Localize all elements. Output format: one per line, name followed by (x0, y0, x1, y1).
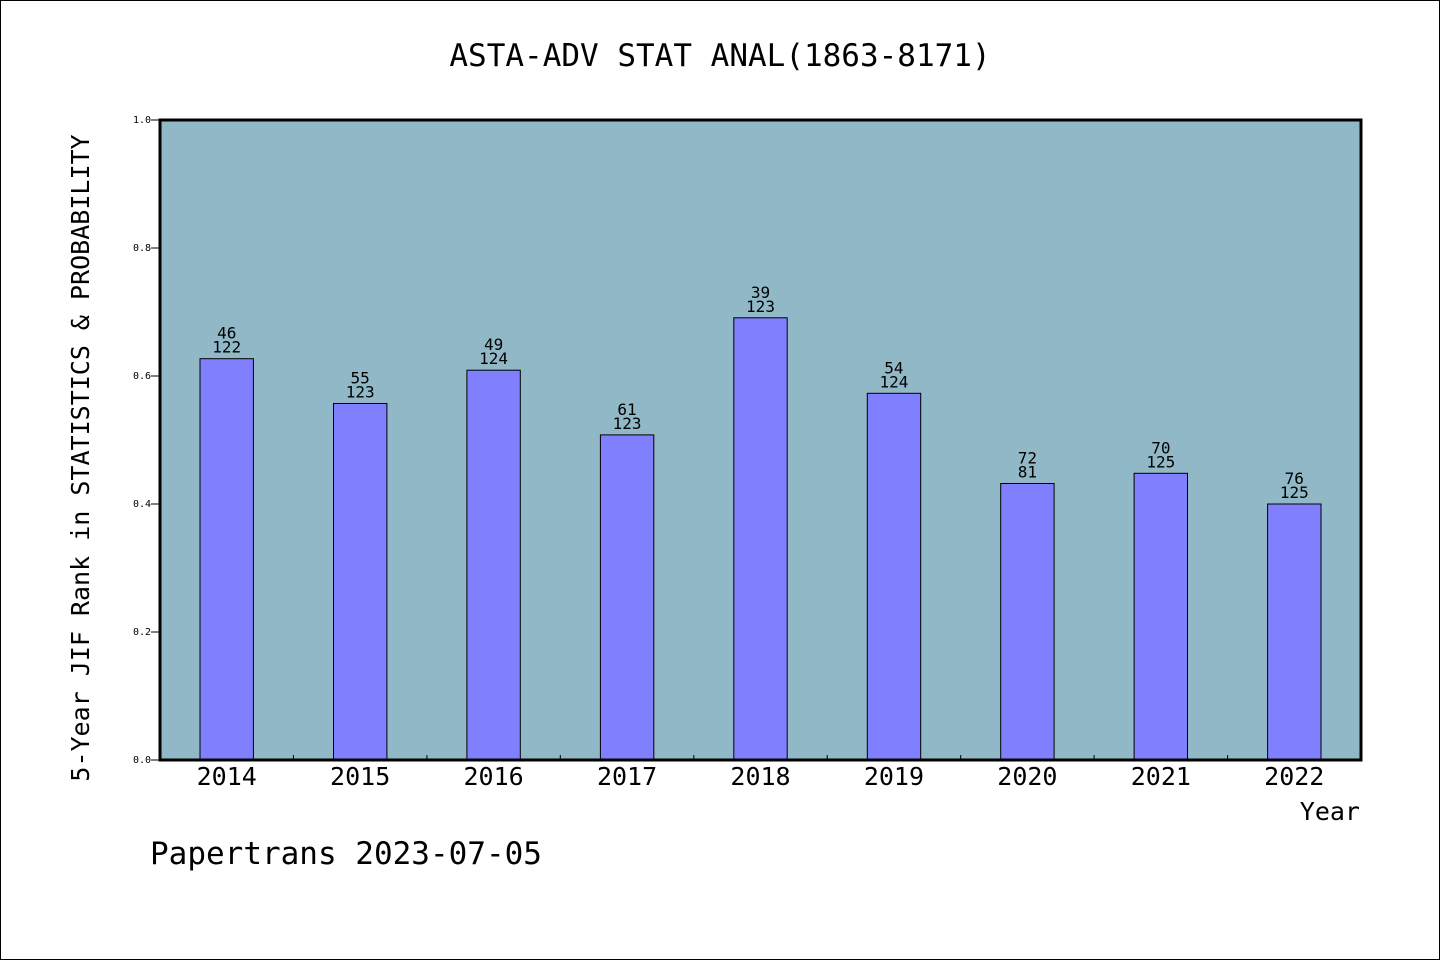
x-axis-ticks: 2014 2015 2016 2017 2018 2019 2020 2021 2022 (197, 755, 1324, 791)
bar-2014 (199, 358, 254, 761)
rank-label-2017: 61 (617, 400, 636, 419)
total-label-2021: 125 (1146, 452, 1175, 471)
plot-border (158, 118, 1363, 762)
x-tick-label-2022: 2022 (1264, 762, 1324, 791)
total-label-2017: 123 (613, 414, 642, 433)
bar-2017 (599, 434, 655, 761)
total-label-2018: 123 (746, 297, 775, 316)
rank-label-2016: 49 (484, 335, 503, 354)
bar-2018 (733, 317, 788, 761)
y-axis-ticks: 0.0 0.2 0.4 0.6 0.8 1.0 (133, 115, 160, 766)
bar-2022 (1267, 503, 1322, 761)
bar-2020 (1000, 483, 1055, 761)
bar-2015 (333, 403, 388, 761)
y-tick-label-0.2: 0.2 (133, 627, 151, 638)
total-label-2016: 124 (479, 349, 508, 368)
total-label-2015: 123 (346, 383, 375, 402)
x-tick-label-2016: 2016 (464, 762, 524, 791)
rank-label-2014: 46 (217, 324, 236, 343)
x-tick-label-2017: 2017 (597, 762, 657, 791)
rank-label-2019: 54 (884, 358, 903, 377)
y-axis-label: 5-Year JIF Rank in STATISTICS & PROBABIL… (66, 134, 95, 781)
x-tick-label-2020: 2020 (997, 762, 1057, 791)
bars-group (199, 317, 1322, 761)
x-axis-label: Year (1300, 797, 1360, 826)
x-tick-label-2021: 2021 (1131, 762, 1191, 791)
rank-label-2021: 70 (1151, 438, 1170, 457)
rank-label-2018: 39 (751, 283, 770, 302)
bar-2016 (466, 369, 521, 761)
y-tick-label-0.6: 0.6 (133, 371, 151, 382)
x-tick-label-2014: 2014 (197, 762, 257, 791)
rank-label-2020: 72 (1018, 449, 1037, 468)
footer-text: Papertrans 2023-07-05 (150, 836, 542, 872)
rank-label-2015: 55 (351, 369, 370, 388)
x-tick-label-2015: 2015 (330, 762, 390, 791)
chart-title: ASTA-ADV STAT ANAL(1863-8171) (449, 38, 990, 74)
y-tick-label-1.0: 1.0 (133, 115, 151, 126)
x-tick-label-2018: 2018 (730, 762, 790, 791)
x-tick-label-2019: 2019 (864, 762, 924, 791)
total-label-2014: 122 (212, 338, 241, 357)
bar-2021 (1133, 472, 1188, 761)
bar-2019 (866, 392, 922, 761)
data-labels-group: 4612255123491246112339123541247281701257… (212, 283, 1308, 502)
y-tick-label-0.4: 0.4 (133, 499, 151, 510)
y-tick-label-0.8: 0.8 (133, 243, 151, 254)
rank-label-2022: 76 (1285, 469, 1304, 488)
y-tick-label-0.0: 0.0 (133, 755, 151, 766)
total-label-2020: 81 (1018, 463, 1037, 482)
total-label-2019: 124 (879, 372, 908, 391)
total-label-2022: 125 (1280, 483, 1309, 502)
